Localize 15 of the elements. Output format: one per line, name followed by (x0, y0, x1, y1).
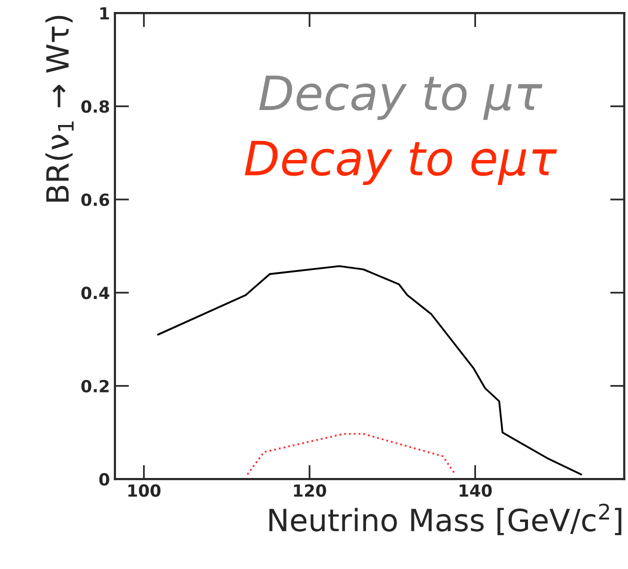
y-tick-label: 0.4 (81, 286, 110, 300)
x-tick-label: 100 (128, 484, 161, 497)
x-tick-label: 140 (460, 484, 492, 497)
y-tick-label: 0 (99, 473, 110, 486)
y-tick-label: 0.8 (81, 100, 110, 113)
x-axis-title: Neutrino Mass [GeV/c$^{2}$] (269, 504, 622, 536)
y-axis-title: BR(ν$_{1}$ → Wτ) (45, 16, 74, 202)
annotation: Decay to μτ (259, 76, 542, 120)
x-tick-label: 120 (294, 484, 326, 497)
y-tick-label: 0.6 (81, 193, 110, 206)
line-series (157, 265, 582, 476)
y-tick-label: 1 (100, 7, 109, 20)
line-series (246, 432, 456, 476)
annotation: Decay to eμτ (244, 140, 557, 186)
y-tick-label: 0.2 (81, 380, 109, 392)
